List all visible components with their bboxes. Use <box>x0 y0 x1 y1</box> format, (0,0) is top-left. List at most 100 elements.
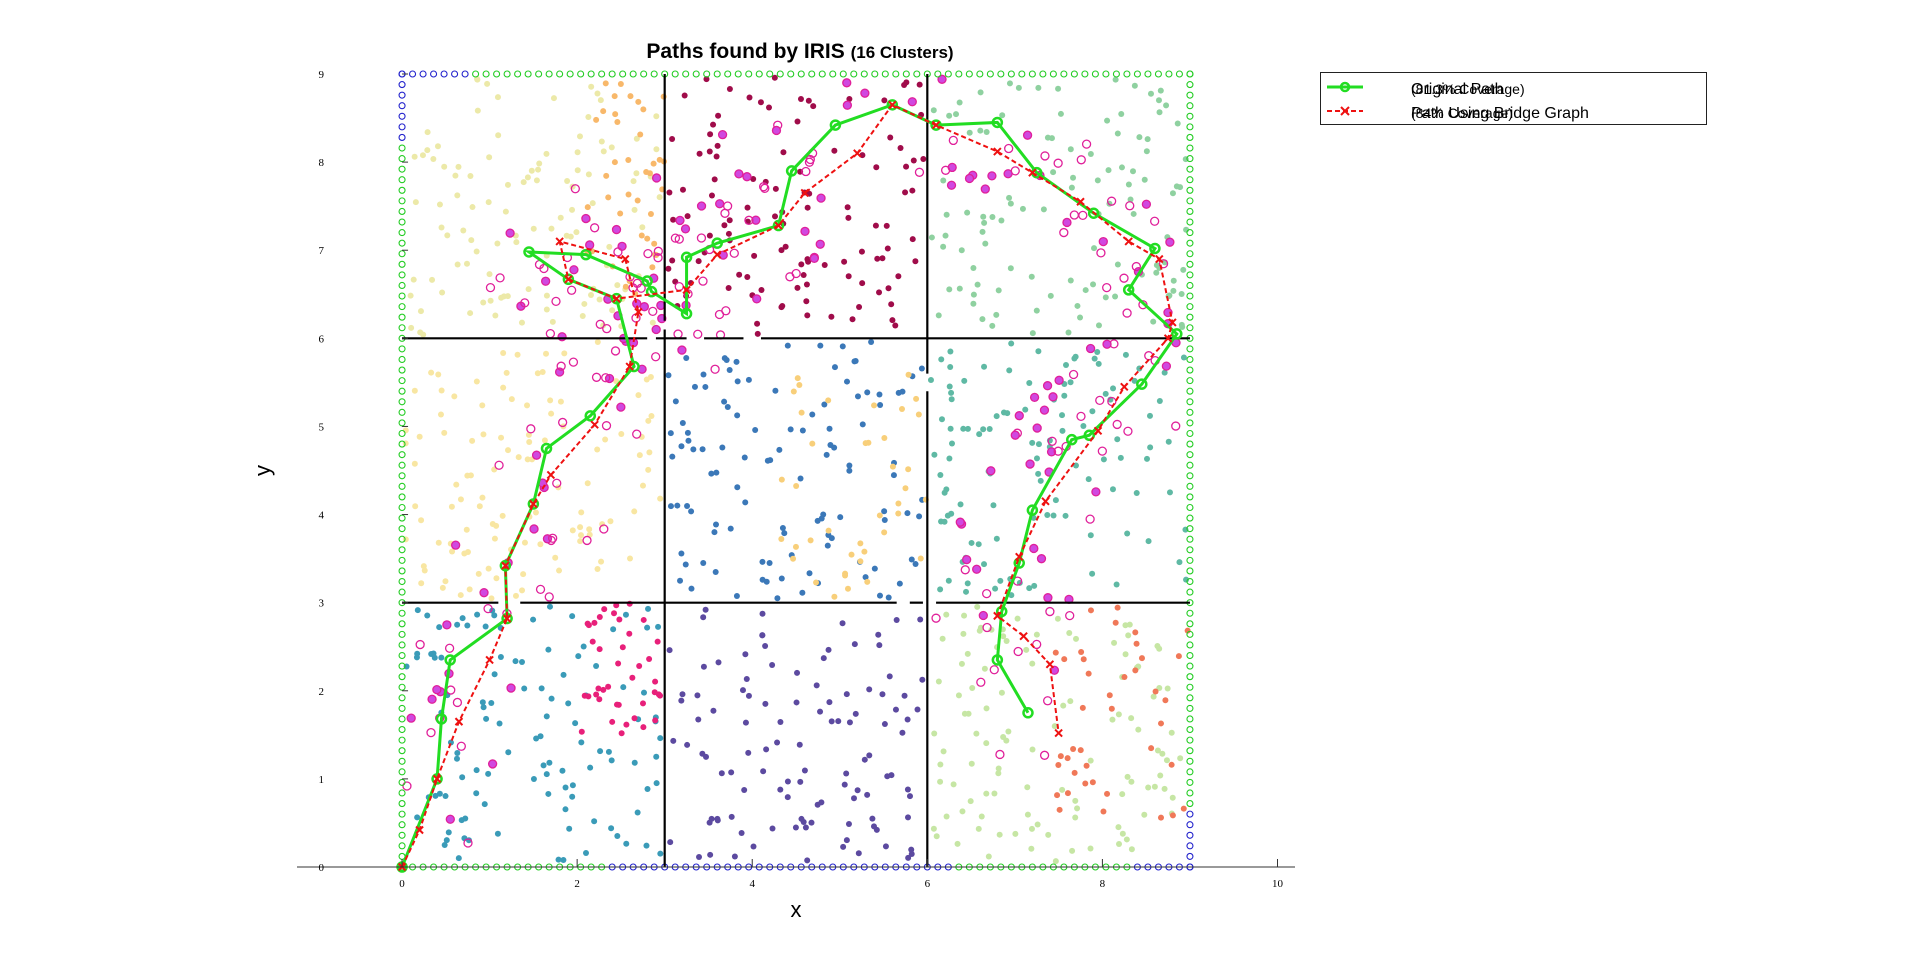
coverage-ring <box>1112 419 1122 430</box>
cluster-point <box>784 794 791 801</box>
coverage-ring <box>1078 210 1088 221</box>
legend-item-original-path: Original Path (81.3% Coverage) <box>1321 75 1706 99</box>
cluster-point <box>917 616 924 623</box>
boundary-marker <box>1186 313 1194 321</box>
coverage-ring <box>1025 459 1035 469</box>
subcluster-point <box>613 701 620 708</box>
cluster-point <box>817 342 824 349</box>
subcluster-point <box>626 630 633 637</box>
coverage-ring <box>972 564 982 574</box>
cluster-point <box>1074 302 1081 309</box>
subcluster-point <box>790 388 797 395</box>
cluster-point <box>707 131 714 138</box>
coverage-ring <box>595 319 605 329</box>
cluster-point <box>657 735 664 742</box>
cluster-point <box>875 631 882 638</box>
subcluster-point <box>1057 753 1064 760</box>
cluster-point <box>1000 633 1007 640</box>
cluster-point <box>1012 830 1019 837</box>
subcluster-point <box>1087 607 1094 614</box>
subcluster-point <box>627 93 634 100</box>
subcluster-point <box>631 715 638 722</box>
coverage-ring <box>964 173 975 184</box>
cluster-point <box>796 741 803 748</box>
boundary-marker <box>1186 387 1194 395</box>
coverage-ring <box>483 603 493 614</box>
cluster-point <box>876 289 883 296</box>
cluster-point <box>479 699 486 706</box>
cluster-point <box>543 350 550 357</box>
cluster-point <box>459 615 466 622</box>
cluster-point <box>694 692 701 699</box>
y-tick-label: 2 <box>319 686 325 698</box>
cluster-point <box>797 95 804 102</box>
cluster-point <box>893 617 900 624</box>
cluster-point <box>983 790 990 797</box>
coverage-ring <box>442 620 452 630</box>
subcluster-point <box>639 700 646 707</box>
cluster-point <box>614 832 621 839</box>
bridge-path-marker <box>1076 197 1085 206</box>
coverage-ring <box>752 294 762 304</box>
cluster-point <box>596 296 603 303</box>
cluster-point <box>992 585 999 592</box>
boundary-marker <box>1186 800 1194 808</box>
cluster-point <box>890 472 897 479</box>
cluster-point <box>1102 294 1109 301</box>
cluster-points <box>402 74 1191 865</box>
boundary-marker <box>934 70 942 78</box>
cluster-point <box>871 565 878 572</box>
original-path-marker <box>1026 504 1039 516</box>
subcluster-point <box>1152 688 1159 695</box>
cluster-point <box>467 172 474 179</box>
cluster-point <box>504 181 511 188</box>
cluster-point <box>726 366 733 373</box>
cluster-point <box>931 451 938 458</box>
coverage-ring <box>653 253 663 263</box>
coverage-ring <box>557 417 568 428</box>
cluster-point <box>494 830 501 837</box>
coverage-ring <box>710 364 720 374</box>
subcluster-point <box>876 512 883 519</box>
cluster-point <box>1028 845 1035 852</box>
bridge-path-marker <box>800 188 809 198</box>
subcluster-point <box>649 264 656 271</box>
cluster-point <box>885 594 892 601</box>
coverage-ring <box>673 329 683 339</box>
coverage-ring <box>581 213 591 224</box>
cluster-point <box>774 595 781 602</box>
cluster-point <box>428 369 435 376</box>
cluster-point <box>1115 824 1122 831</box>
cluster-point <box>940 243 947 250</box>
cluster-point <box>968 539 975 546</box>
cluster-point <box>708 815 715 822</box>
cluster-point <box>1156 645 1163 652</box>
cluster-point <box>1094 177 1101 184</box>
boundary-marker <box>1186 355 1194 364</box>
cluster-point <box>1125 181 1132 188</box>
coverage-ring <box>674 281 684 292</box>
coverage-ring <box>914 167 925 177</box>
cluster-point <box>742 651 749 658</box>
boundary-marker <box>860 70 868 78</box>
boundary-marker <box>1186 451 1194 459</box>
subcluster-point <box>646 655 653 662</box>
subcluster-point <box>1061 656 1068 663</box>
coverage-ring <box>809 253 819 264</box>
cluster-point <box>935 312 942 319</box>
subcluster-point <box>798 409 805 416</box>
subcluster-point <box>656 156 663 163</box>
subcluster-point <box>623 721 630 728</box>
cluster-point <box>530 225 537 232</box>
subcluster-point <box>1064 755 1071 762</box>
subcluster-point <box>825 397 832 404</box>
cluster-point <box>844 204 851 211</box>
cluster-point <box>956 99 963 106</box>
cluster-point <box>895 389 902 396</box>
cluster-point <box>492 312 499 319</box>
cluster-point <box>610 626 617 633</box>
subcluster-point <box>640 106 647 113</box>
cluster-point <box>1082 287 1089 294</box>
cluster-point <box>488 699 495 706</box>
cluster-point <box>823 451 830 458</box>
